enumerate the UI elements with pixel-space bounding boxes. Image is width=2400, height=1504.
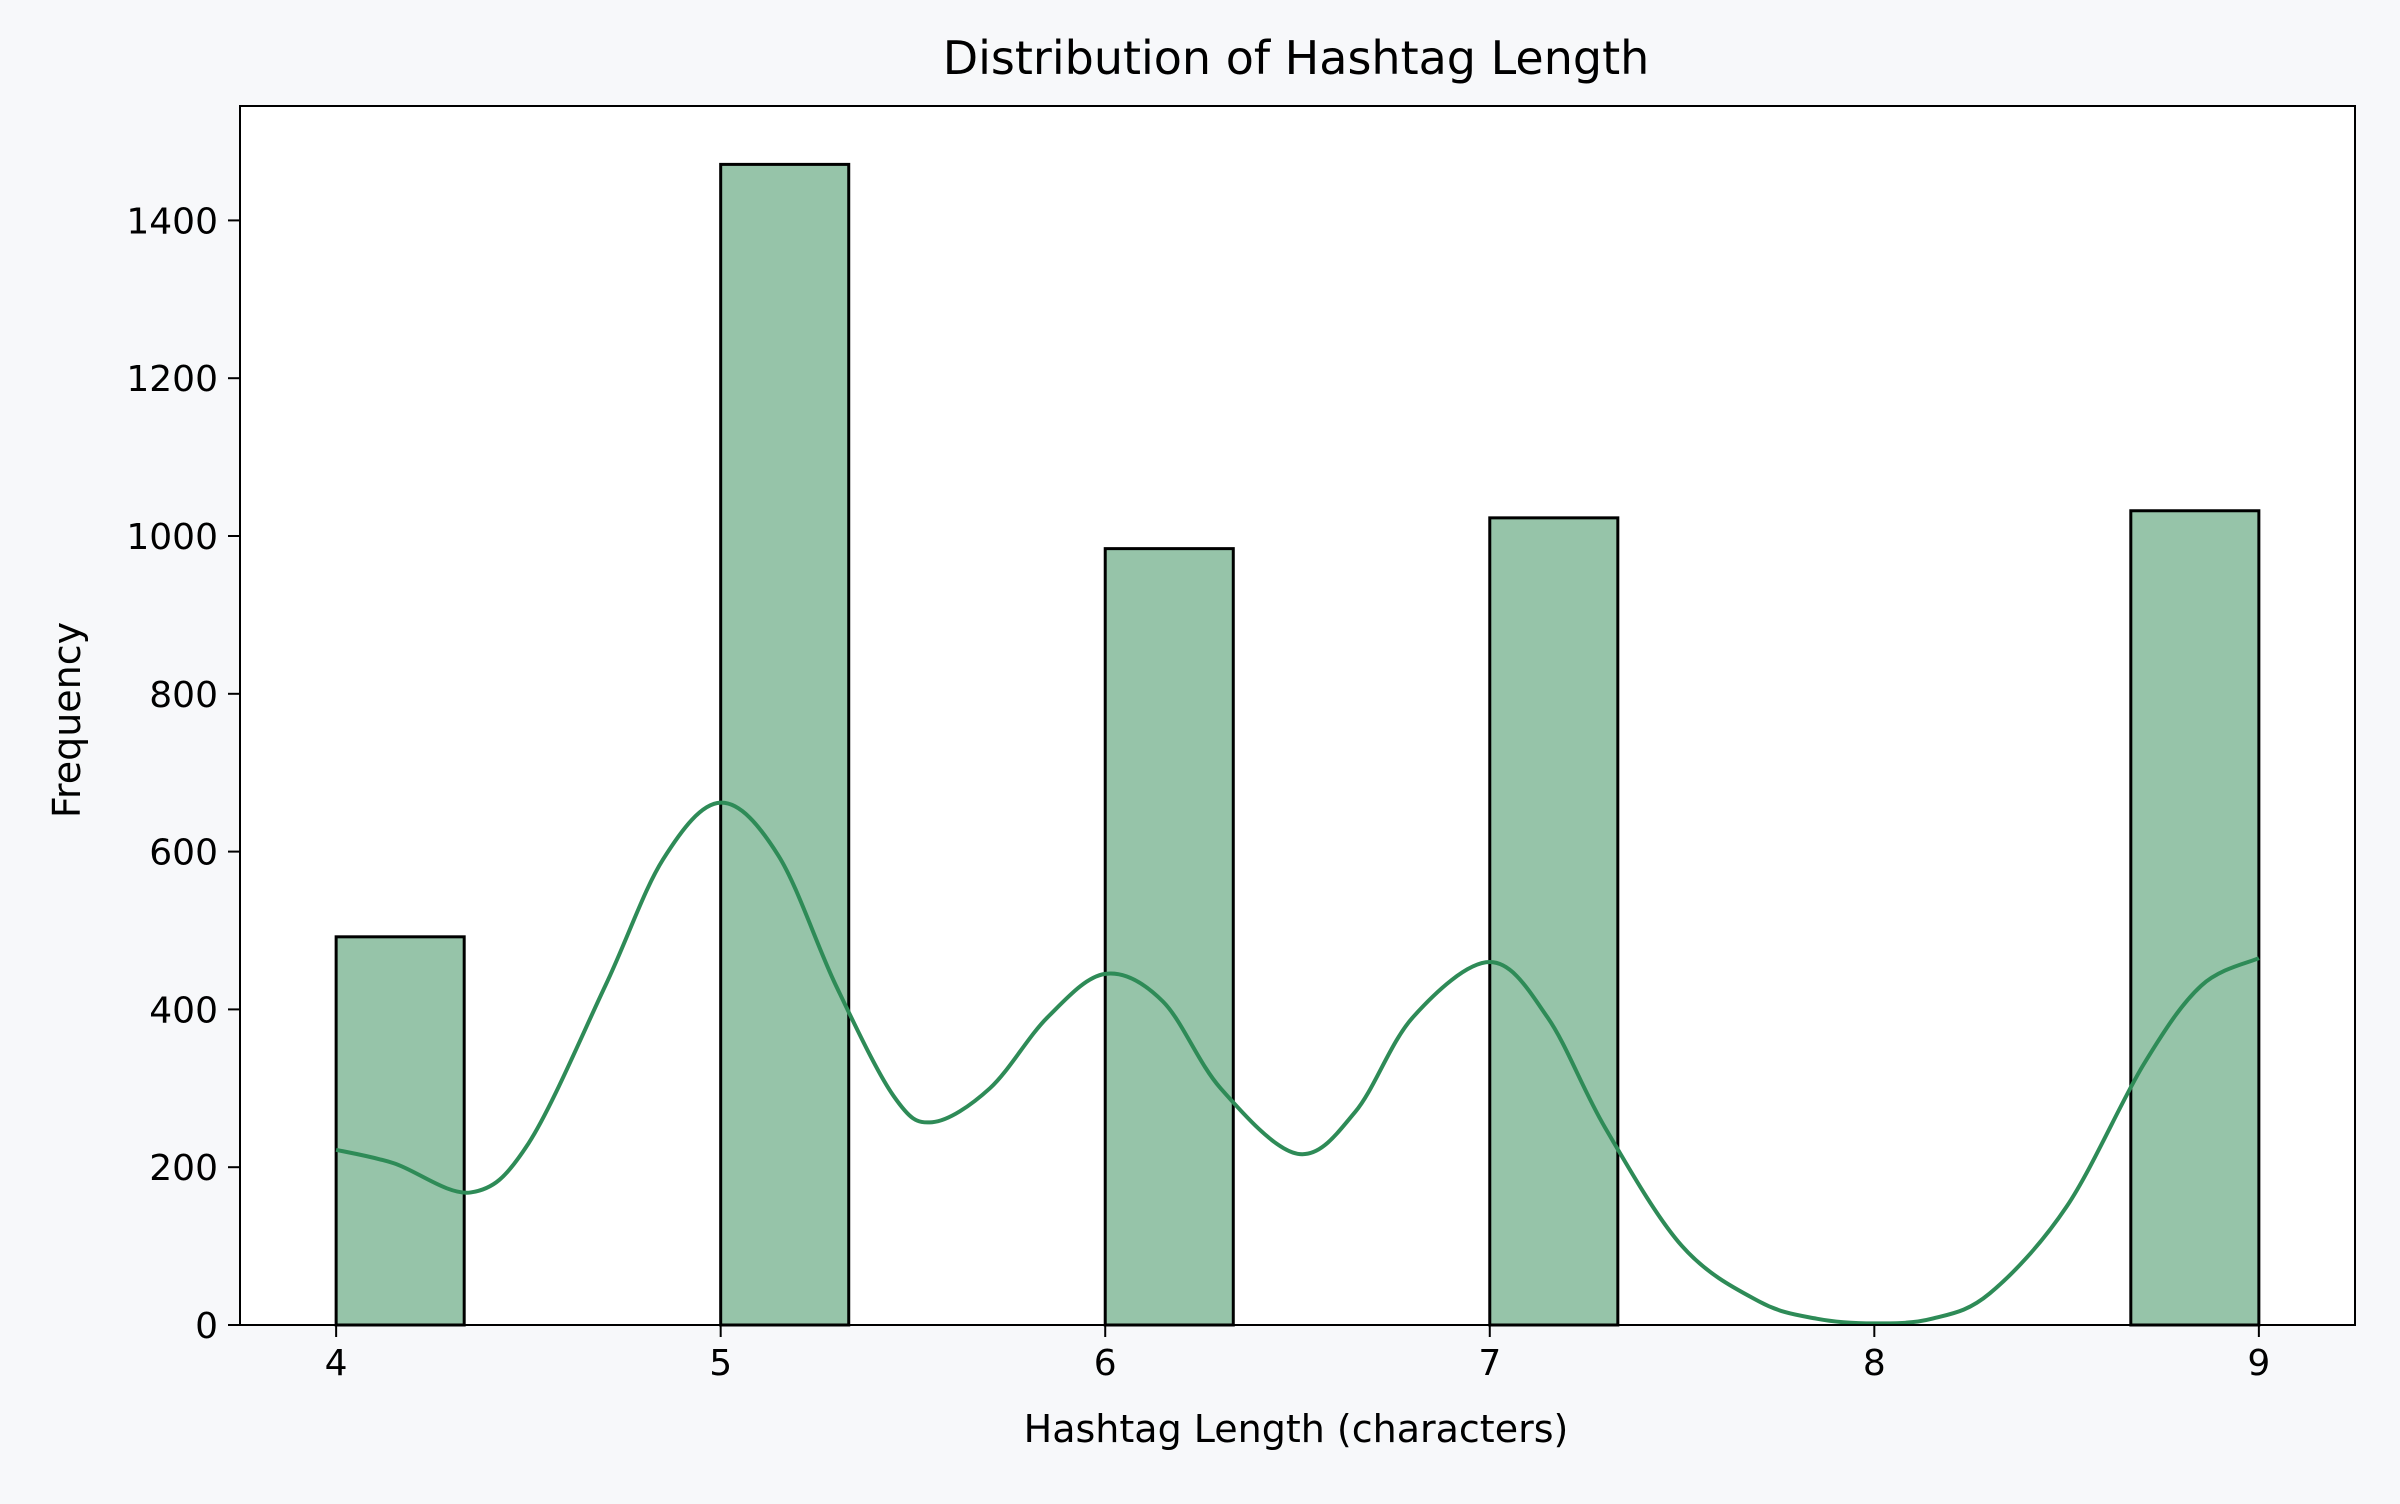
x-tick-label: 5: [709, 1343, 732, 1384]
y-tick-label: 600: [149, 833, 218, 874]
histogram-bar: [719, 162, 851, 1327]
x-tick-label: 4: [325, 1343, 348, 1384]
x-axis-label: Hashtag Length (characters): [1024, 1407, 1569, 1451]
histogram-bar: [1103, 547, 1235, 1327]
y-axis-label: Frequency: [45, 622, 89, 818]
x-axis-ticks: 4 5 6 7 8 9: [325, 1325, 2270, 1384]
x-tick-label: 9: [2247, 1343, 2270, 1384]
y-tick-label: 200: [149, 1148, 218, 1189]
bars-layer: [334, 162, 2261, 1327]
histogram-bar: [334, 935, 466, 1327]
x-tick-label: 6: [1094, 1343, 1117, 1384]
x-tick-label: 8: [1863, 1343, 1886, 1384]
chart-title: Distribution of Hashtag Length: [943, 31, 1650, 85]
histogram-bar: [2129, 509, 2261, 1327]
y-tick-label: 1200: [126, 359, 218, 400]
x-tick-label: 7: [1478, 1343, 1501, 1384]
kde-density-line: [335, 800, 2260, 1326]
y-tick-label: 800: [149, 675, 218, 716]
y-axis-ticks: 0 200 400 600 800 1000 1200 1400: [126, 201, 240, 1347]
y-tick-label: 400: [149, 990, 218, 1031]
y-tick-label: 1400: [126, 201, 218, 242]
histogram-bar: [1488, 516, 1620, 1327]
plot-area: [240, 106, 2355, 1325]
y-tick-label: 0: [195, 1306, 218, 1347]
plot-frame: [239, 105, 2356, 1326]
y-tick-label: 1000: [126, 517, 218, 558]
